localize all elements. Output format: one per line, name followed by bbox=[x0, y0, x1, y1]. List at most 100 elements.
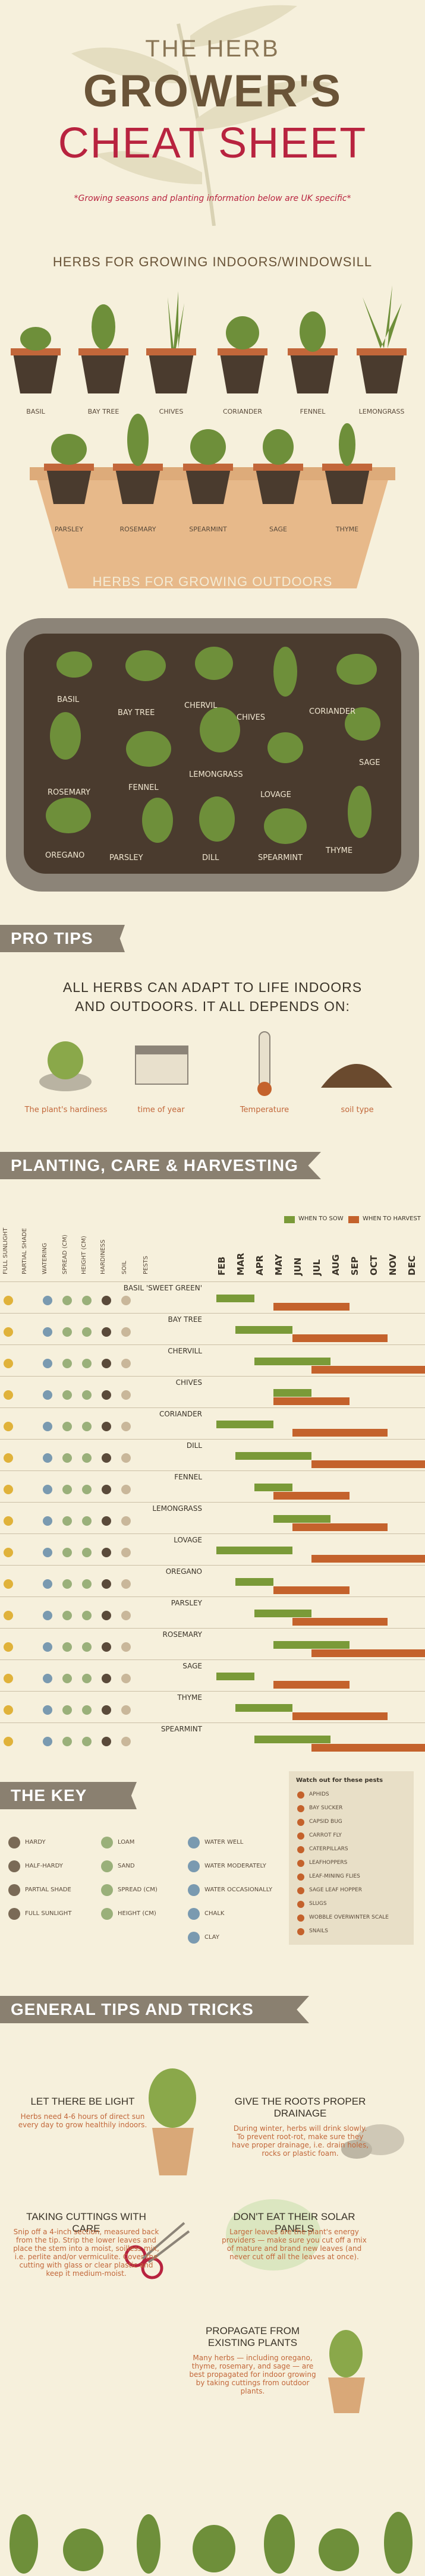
key-label: WATER WELL bbox=[204, 1839, 244, 1846]
key-icon bbox=[101, 1837, 113, 1848]
general-banner: GENERAL TIPS AND TRICKS bbox=[0, 1996, 309, 2023]
care-icon bbox=[82, 1548, 92, 1557]
table-row-divider bbox=[0, 1313, 425, 1314]
col-header: HEIGHT (CM) bbox=[81, 1236, 87, 1274]
key-icon bbox=[8, 1884, 20, 1896]
soil-icon bbox=[321, 1064, 392, 1088]
care-icon bbox=[62, 1453, 72, 1463]
legend-sow-label: WHEN TO SOW bbox=[298, 1215, 344, 1222]
sow-bar bbox=[254, 1736, 330, 1743]
legend-harvest-label: WHEN TO HARVEST bbox=[363, 1215, 421, 1222]
care-icon bbox=[121, 1422, 131, 1431]
key-icon bbox=[188, 1908, 200, 1920]
key-label: CHALK bbox=[204, 1910, 225, 1917]
indoors-title: HERBS FOR GROWING INDOORS/WINDOWSILL bbox=[52, 254, 373, 269]
care-icon bbox=[82, 1327, 92, 1337]
care-icon bbox=[102, 1737, 111, 1746]
outdoor-label: CORIANDER bbox=[309, 707, 356, 716]
care-icon bbox=[62, 1642, 72, 1652]
col-header: WATERING bbox=[42, 1243, 48, 1274]
pest-label: SNAILS bbox=[309, 1928, 328, 1934]
care-icon bbox=[121, 1359, 131, 1368]
indoor-label: CORIANDER bbox=[222, 408, 263, 415]
tip-title: TAKING CUTTINGS WITH CARE bbox=[26, 2211, 146, 2234]
harvest-bar bbox=[311, 1460, 425, 1468]
care-icon bbox=[102, 1611, 111, 1620]
tip-body: Herbs need 4-6 hours of direct sun every… bbox=[18, 2112, 147, 2129]
harvest-bar bbox=[292, 1712, 388, 1720]
key-label: HEIGHT (CM) bbox=[118, 1910, 156, 1917]
harvest-bar bbox=[311, 1649, 425, 1657]
care-icon bbox=[102, 1579, 111, 1589]
indoor-label: LEMONGRASS bbox=[358, 408, 405, 415]
month-header: APR bbox=[254, 1255, 265, 1276]
pro-tip-label: The plant's hardiness bbox=[24, 1106, 108, 1114]
pest-label: BAY SUCKER bbox=[309, 1805, 343, 1811]
care-icon bbox=[82, 1516, 92, 1526]
pro-tip-label: Temperature bbox=[240, 1106, 289, 1114]
care-icon bbox=[4, 1359, 13, 1368]
table-row-divider bbox=[0, 1502, 425, 1503]
pro-tips-icons bbox=[39, 1031, 392, 1096]
sow-bar bbox=[216, 1547, 292, 1554]
pest-label: CAPSID BUG bbox=[309, 1819, 342, 1825]
care-icon bbox=[102, 1296, 111, 1305]
month-header: DEC bbox=[407, 1255, 417, 1276]
windowsill-illustration bbox=[11, 285, 407, 588]
pest-label: APHIDS bbox=[309, 1791, 329, 1797]
tip-title: LET THERE BE LIGHT bbox=[30, 2096, 135, 2107]
key-label: CLAY bbox=[204, 1934, 219, 1941]
tip-body: Larger leaves are the plant's energy pro… bbox=[222, 2228, 367, 2261]
care-icon bbox=[102, 1548, 111, 1557]
key-label: PARTIAL SHADE bbox=[25, 1887, 71, 1893]
care-icon bbox=[82, 1296, 92, 1305]
month-header: NOV bbox=[388, 1254, 398, 1276]
care-icon bbox=[43, 1611, 52, 1620]
care-icon bbox=[102, 1359, 111, 1368]
outdoor-label: PARSLEY bbox=[109, 854, 143, 862]
outdoor-label: BAY TREE bbox=[118, 708, 155, 717]
table-row-herb: ROSEMARY bbox=[162, 1630, 202, 1639]
sow-bar bbox=[235, 1452, 311, 1460]
key-icon bbox=[101, 1860, 113, 1872]
key-icon bbox=[101, 1908, 113, 1920]
pro-tips-headline-2: AND OUTDOORS. IT ALL DEPENDS ON: bbox=[75, 999, 350, 1014]
care-icon bbox=[121, 1327, 131, 1337]
month-header: JUN bbox=[292, 1257, 303, 1276]
table-row-herb: CHIVES bbox=[175, 1378, 202, 1387]
outdoor-label: SAGE bbox=[359, 758, 380, 767]
sow-bar bbox=[273, 1641, 350, 1649]
table-row-herb: LEMONGRASS bbox=[152, 1504, 202, 1513]
col-header: HARDINESS bbox=[100, 1239, 106, 1274]
planting-banner: PLANTING, CARE & HARVESTING bbox=[0, 1152, 321, 1179]
care-icon bbox=[102, 1516, 111, 1526]
care-icon bbox=[4, 1327, 13, 1337]
care-icon bbox=[102, 1453, 111, 1463]
key-icon bbox=[8, 1860, 20, 1872]
care-icon bbox=[121, 1453, 131, 1463]
outdoor-label: LOVAGE bbox=[260, 791, 291, 799]
table-row-herb: OREGANO bbox=[165, 1567, 202, 1576]
care-icon bbox=[82, 1642, 92, 1652]
care-icon bbox=[43, 1453, 52, 1463]
potted-plant-icon bbox=[149, 2068, 196, 2175]
key-icon bbox=[188, 1837, 200, 1848]
col-header: FULL SUNLIGHT bbox=[2, 1227, 9, 1274]
table-row-herb: CORIANDER bbox=[159, 1410, 202, 1418]
sow-bar bbox=[235, 1326, 292, 1334]
care-icon bbox=[43, 1327, 52, 1337]
care-icon bbox=[102, 1705, 111, 1715]
indoor-label: SAGE bbox=[269, 525, 287, 533]
table-row-herb: SAGE bbox=[182, 1662, 202, 1670]
table-row-divider bbox=[0, 1376, 425, 1377]
harvest-bar bbox=[273, 1397, 350, 1405]
care-icon bbox=[43, 1642, 52, 1652]
care-icon bbox=[82, 1579, 92, 1589]
care-icon bbox=[62, 1327, 72, 1337]
care-icon bbox=[4, 1296, 13, 1305]
table-row-divider bbox=[0, 1533, 425, 1534]
sow-bar bbox=[235, 1578, 273, 1586]
care-icon bbox=[4, 1611, 13, 1620]
care-icon bbox=[121, 1485, 131, 1494]
pest-icon bbox=[297, 1846, 304, 1853]
